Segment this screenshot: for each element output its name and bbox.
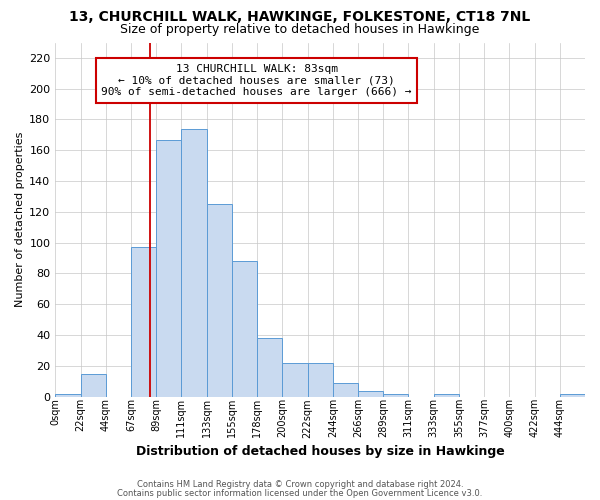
Bar [560,394,585,396]
Bar [383,394,409,396]
Text: Size of property relative to detached houses in Hawkinge: Size of property relative to detached ho… [121,22,479,36]
Text: 13 CHURCHILL WALK: 83sqm
← 10% of detached houses are smaller (73)
90% of semi-d: 13 CHURCHILL WALK: 83sqm ← 10% of detach… [101,64,412,97]
Bar [283,363,308,396]
Y-axis label: Number of detached properties: Number of detached properties [15,132,25,308]
Bar [181,128,206,396]
Bar [206,204,232,396]
Bar [80,374,106,396]
Bar [131,248,156,396]
Bar [434,394,459,396]
Bar [232,261,257,396]
Bar [156,140,181,396]
Bar [333,383,358,396]
Text: Contains public sector information licensed under the Open Government Licence v3: Contains public sector information licen… [118,488,482,498]
X-axis label: Distribution of detached houses by size in Hawkinge: Distribution of detached houses by size … [136,444,505,458]
Text: Contains HM Land Registry data © Crown copyright and database right 2024.: Contains HM Land Registry data © Crown c… [137,480,463,489]
Bar [308,363,333,396]
Bar [55,394,80,396]
Bar [257,338,283,396]
Bar [358,390,383,396]
Text: 13, CHURCHILL WALK, HAWKINGE, FOLKESTONE, CT18 7NL: 13, CHURCHILL WALK, HAWKINGE, FOLKESTONE… [70,10,530,24]
